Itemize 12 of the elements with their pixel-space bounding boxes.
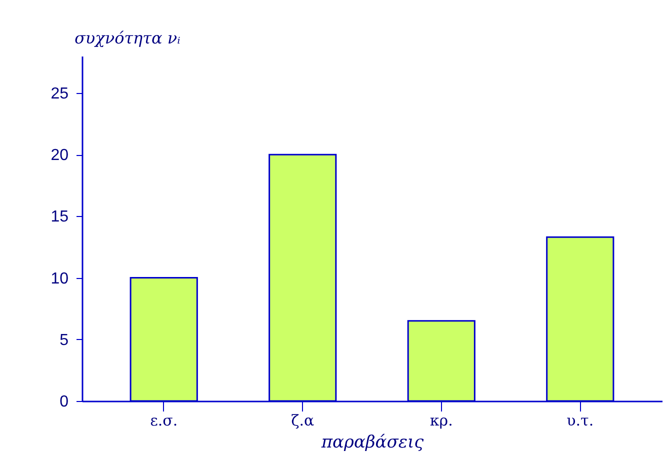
y-tick-label: 5 xyxy=(60,332,69,349)
x-tick-label: κρ. xyxy=(430,412,453,430)
y-axis-title: συχνότητα νᵢ xyxy=(74,28,180,48)
x-tick-label: υ.τ. xyxy=(566,412,594,430)
y-tick-label: 15 xyxy=(50,208,69,226)
y-tick-label: 10 xyxy=(50,270,69,288)
x-tick-label: ε.σ. xyxy=(150,412,178,430)
y-tick-label: 20 xyxy=(50,147,69,164)
x-tick-label: ζ.α xyxy=(291,412,314,430)
x-axis-title: παραβάσεις xyxy=(320,432,424,452)
y-tick-label: 0 xyxy=(60,394,69,410)
y-tick-label: 25 xyxy=(50,85,69,102)
